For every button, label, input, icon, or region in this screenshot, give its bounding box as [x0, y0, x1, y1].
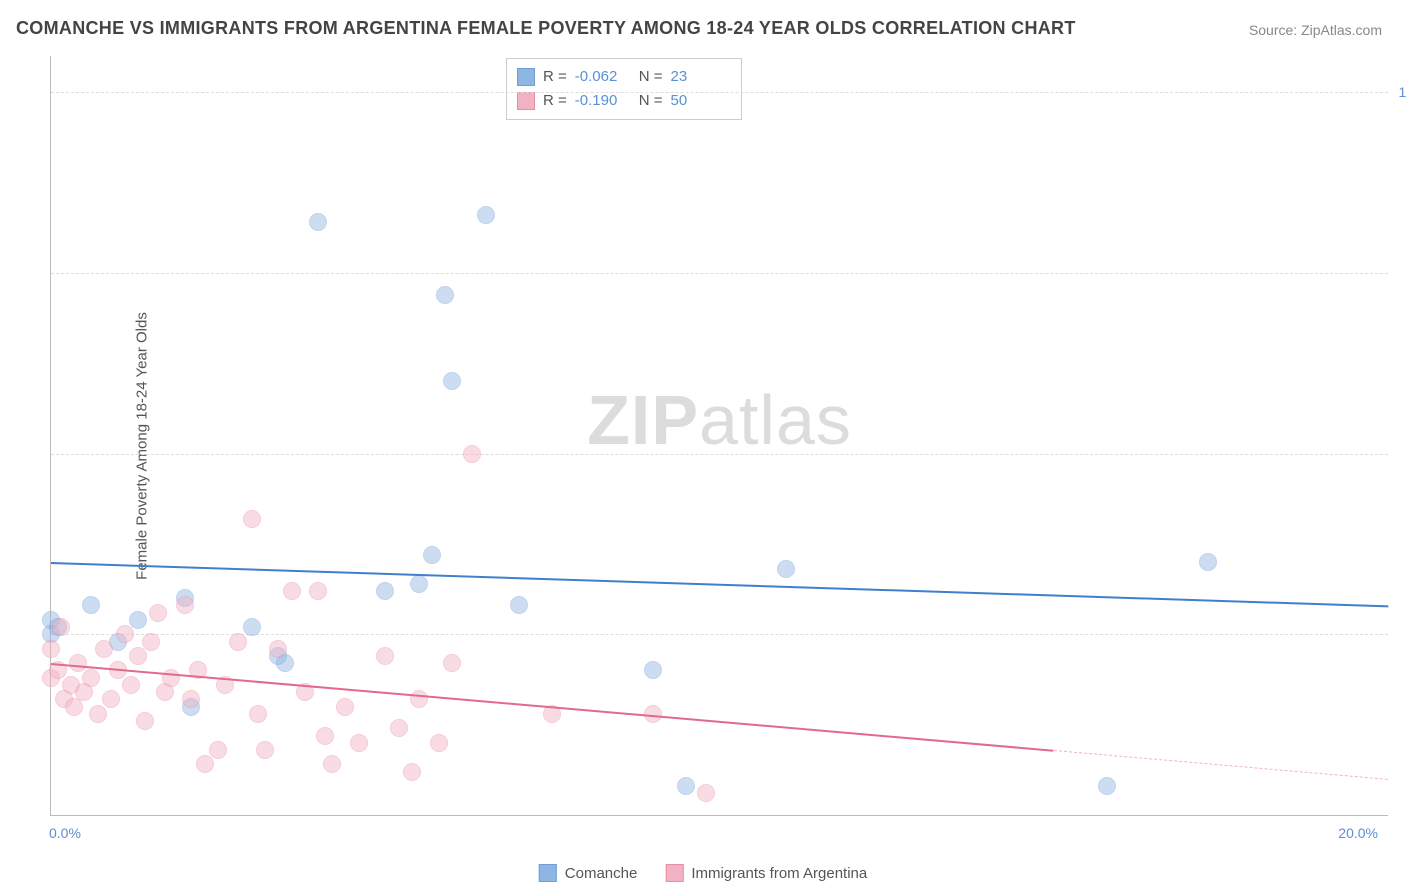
r-value-1: -0.062: [575, 65, 631, 89]
plot-area: ZIPatlas R = -0.062 N = 23 R = -0.190 N …: [50, 56, 1388, 816]
data-point: [1199, 553, 1217, 571]
data-point: [116, 625, 134, 643]
x-tick-min: 0.0%: [49, 825, 81, 841]
trend-line: [51, 562, 1388, 607]
data-point: [102, 690, 120, 708]
data-point: [443, 654, 461, 672]
data-point: [69, 654, 87, 672]
x-tick-max: 20.0%: [1338, 825, 1378, 841]
gridline: [51, 454, 1388, 455]
y-tick-label: 100.0%: [1394, 84, 1406, 100]
data-point: [162, 669, 180, 687]
data-point: [95, 640, 113, 658]
data-point: [1098, 777, 1116, 795]
data-point: [249, 705, 267, 723]
data-point: [82, 596, 100, 614]
data-point: [82, 669, 100, 687]
data-point: [443, 372, 461, 390]
chart-title: COMANCHE VS IMMIGRANTS FROM ARGENTINA FE…: [16, 18, 1076, 39]
legend-item-2: Immigrants from Argentina: [665, 864, 867, 882]
data-point: [176, 596, 194, 614]
data-point: [423, 546, 441, 564]
data-point: [677, 777, 695, 795]
data-point: [129, 611, 147, 629]
gridline: [51, 273, 1388, 274]
data-point: [410, 575, 428, 593]
watermark-light: atlas: [699, 381, 852, 459]
y-tick-label: 75.0%: [1394, 265, 1406, 281]
data-point: [283, 582, 301, 600]
data-point: [243, 510, 261, 528]
r-label: R =: [543, 65, 567, 89]
data-point: [52, 618, 70, 636]
legend-swatch-1: [539, 864, 557, 882]
legend: Comanche Immigrants from Argentina: [539, 864, 867, 882]
legend-item-1: Comanche: [539, 864, 638, 882]
data-point: [182, 690, 200, 708]
data-point: [350, 734, 368, 752]
gridline: [51, 92, 1388, 93]
data-point: [42, 640, 60, 658]
source-label: Source: ZipAtlas.com: [1249, 22, 1382, 38]
data-point: [316, 727, 334, 745]
data-point: [697, 784, 715, 802]
data-point: [336, 698, 354, 716]
data-point: [436, 286, 454, 304]
legend-label-2: Immigrants from Argentina: [691, 865, 867, 882]
data-point: [777, 560, 795, 578]
data-point: [644, 661, 662, 679]
data-point: [243, 618, 261, 636]
data-point: [309, 582, 327, 600]
watermark: ZIPatlas: [587, 380, 852, 460]
data-point: [149, 604, 167, 622]
n-value-1: 23: [671, 65, 727, 89]
data-point: [376, 582, 394, 600]
data-point: [89, 705, 107, 723]
data-point: [430, 734, 448, 752]
data-point: [122, 676, 140, 694]
data-point: [323, 755, 341, 773]
data-point: [136, 712, 154, 730]
n-label: N =: [639, 65, 663, 89]
watermark-bold: ZIP: [587, 381, 699, 459]
trend-line: [51, 663, 1054, 752]
data-point: [229, 633, 247, 651]
data-point: [410, 690, 428, 708]
data-point: [142, 633, 160, 651]
data-point: [309, 213, 327, 231]
data-point: [477, 206, 495, 224]
y-tick-label: 50.0%: [1394, 446, 1406, 462]
data-point: [129, 647, 147, 665]
stats-row-1: R = -0.062 N = 23: [517, 65, 727, 89]
y-tick-label: 25.0%: [1394, 626, 1406, 642]
data-point: [269, 640, 287, 658]
stats-box: R = -0.062 N = 23 R = -0.190 N = 50: [506, 58, 742, 120]
legend-label-1: Comanche: [565, 865, 638, 882]
swatch-series-1: [517, 68, 535, 86]
legend-swatch-2: [665, 864, 683, 882]
data-point: [256, 741, 274, 759]
swatch-series-2: [517, 92, 535, 110]
trend-line: [1054, 750, 1388, 780]
data-point: [376, 647, 394, 665]
data-point: [463, 445, 481, 463]
data-point: [196, 755, 214, 773]
data-point: [510, 596, 528, 614]
data-point: [390, 719, 408, 737]
data-point: [209, 741, 227, 759]
data-point: [403, 763, 421, 781]
